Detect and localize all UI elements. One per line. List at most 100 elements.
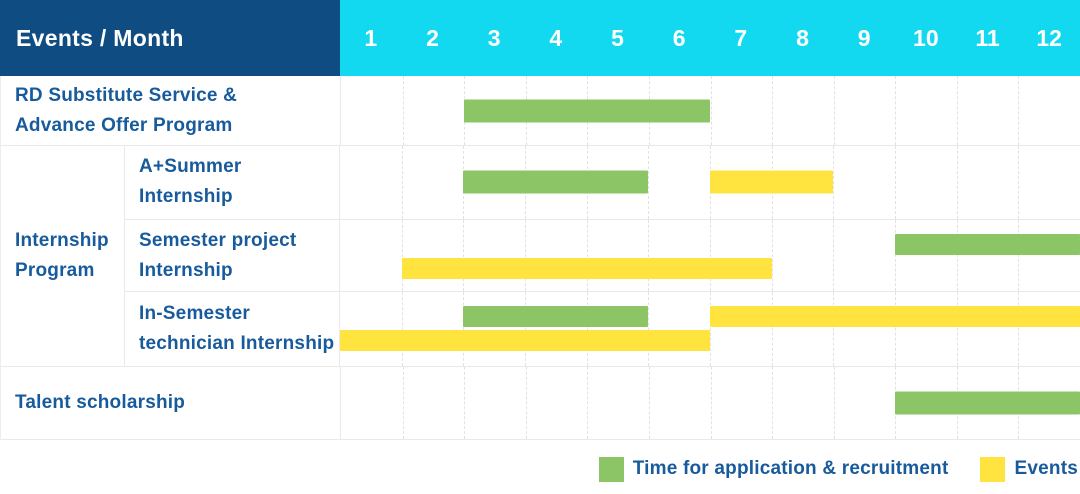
- row-label-line: A+Summer: [139, 156, 242, 178]
- legend-item-application: Time for application & recruitment: [598, 456, 949, 482]
- timeline-a-plus-summer: [340, 146, 1080, 219]
- month-gridline: [895, 146, 896, 219]
- row-label-line: Talent scholarship: [15, 392, 186, 413]
- application-bar: [464, 99, 711, 122]
- table-row: In-Semester technician Internship: [125, 292, 1080, 366]
- row-label-line: RD Substitute Service &: [15, 84, 238, 106]
- month-gridline: [956, 292, 958, 366]
- legend: Time for application & recruitment Event…: [0, 452, 1078, 486]
- month-header: 11: [975, 24, 1000, 51]
- events-swatch-icon: [980, 456, 1006, 482]
- month-gridline: [648, 146, 650, 219]
- month-gridline: [772, 76, 774, 145]
- month-gridline: [895, 76, 897, 145]
- month-gridline: [525, 219, 526, 292]
- group-label-internship-program: Internship Program: [1, 146, 125, 366]
- header-title: Events / Month: [16, 24, 184, 51]
- month-header: 10: [913, 24, 939, 51]
- month-gridline: [402, 76, 404, 145]
- month-header: 12: [1036, 24, 1062, 51]
- application-bar: [895, 233, 1080, 255]
- month-gridline: [525, 367, 527, 439]
- month-gridline: [833, 292, 835, 366]
- month-gridline: [833, 76, 835, 145]
- row-label-in-semester-technician: In-Semester technician Internship: [125, 292, 340, 366]
- row-label-line: technician Internship: [139, 333, 335, 355]
- timeline-in-semester-technician: [340, 292, 1080, 366]
- row-label-line: Internship: [139, 259, 233, 281]
- month-header: 5: [611, 24, 624, 51]
- month-gridline: [710, 219, 711, 292]
- timeline-rd-substitute: [341, 76, 1080, 145]
- table-row: Talent scholarship: [1, 367, 1080, 440]
- month-gridline: [587, 367, 589, 439]
- events-bar: [710, 170, 834, 194]
- events-bar: [401, 257, 772, 279]
- row-label-semester-project: Semester project Internship: [125, 219, 340, 292]
- month-header: 2: [426, 24, 439, 51]
- month-gridline: [895, 292, 896, 366]
- row-label-talent-scholarship: Talent scholarship: [1, 367, 341, 439]
- events-bar: [340, 330, 710, 352]
- month-gridline: [402, 367, 404, 439]
- month-header: 3: [487, 24, 501, 51]
- legend-label: Time for application & recruitment: [632, 458, 949, 479]
- month-gridline: [1018, 219, 1020, 292]
- header-row: Events / Month 1 2 3 4 5 6 7 8 9 10 11 1…: [0, 0, 1080, 76]
- row-label-line: Internship: [139, 186, 233, 208]
- month-gridline: [1018, 146, 1020, 219]
- month-gridline: [833, 219, 835, 292]
- month-gridline: [710, 76, 712, 145]
- group-label-line: Internship: [15, 230, 109, 251]
- table-row: RD Substitute Service & Advance Offer Pr…: [1, 76, 1080, 146]
- month-gridline: [586, 219, 588, 292]
- month-gridline: [710, 367, 712, 439]
- month-gridline: [463, 292, 465, 366]
- month-gridline: [464, 367, 466, 439]
- month-gridline: [463, 219, 465, 292]
- month-gridline: [586, 292, 588, 366]
- month-gridline: [648, 367, 650, 439]
- month-gridline: [771, 219, 773, 292]
- header-months-cells: 1 2 3 4 5 6 7 8 9 10 11 12: [340, 0, 1080, 76]
- row-label-rd-substitute: RD Substitute Service & Advance Offer Pr…: [1, 76, 341, 145]
- header-events-month-cell: Events / Month: [0, 0, 340, 76]
- month-gridline: [833, 146, 835, 219]
- gantt-body: RD Substitute Service & Advance Offer Pr…: [0, 76, 1080, 440]
- application-bar: [895, 391, 1080, 415]
- month-header: 4: [549, 24, 563, 51]
- row-label-a-plus-summer: A+Summer Internship: [125, 146, 340, 219]
- group-label-line: Program: [15, 260, 95, 281]
- month-gridline: [895, 219, 896, 292]
- month-gridline: [1018, 292, 1020, 366]
- row-label-line: In-Semester: [139, 303, 250, 325]
- month-gridline: [401, 146, 403, 219]
- month-gridline: [956, 76, 958, 145]
- group-row-internship-program: Internship Program A+Summer Internship S…: [1, 146, 1080, 367]
- month-gridline: [833, 367, 835, 439]
- events-bar: [710, 306, 1080, 328]
- legend-item-events: Events: [980, 456, 1078, 482]
- month-header: 8: [796, 24, 809, 51]
- month-header: 7: [734, 24, 748, 51]
- application-bar: [463, 306, 649, 328]
- month-gridline: [1018, 76, 1020, 145]
- month-gridline: [401, 219, 403, 292]
- month-gridline: [772, 367, 774, 439]
- month-gridline: [648, 292, 650, 366]
- month-gridline: [401, 292, 403, 366]
- month-gridline: [956, 146, 958, 219]
- row-label-line: Semester project: [139, 229, 297, 251]
- group-subrows: A+Summer Internship Semester project Int…: [125, 146, 1080, 366]
- row-label-line: Advance Offer Program: [15, 114, 233, 136]
- legend-label: Events: [1014, 458, 1078, 479]
- month-gridline: [710, 292, 711, 366]
- month-header: 6: [672, 24, 686, 51]
- month-gridline: [771, 292, 773, 366]
- application-bar: [463, 170, 649, 194]
- month-gridline: [956, 219, 958, 292]
- application-swatch-icon: [598, 456, 624, 482]
- table-row: A+Summer Internship: [125, 146, 1080, 220]
- month-header: 1: [364, 24, 378, 51]
